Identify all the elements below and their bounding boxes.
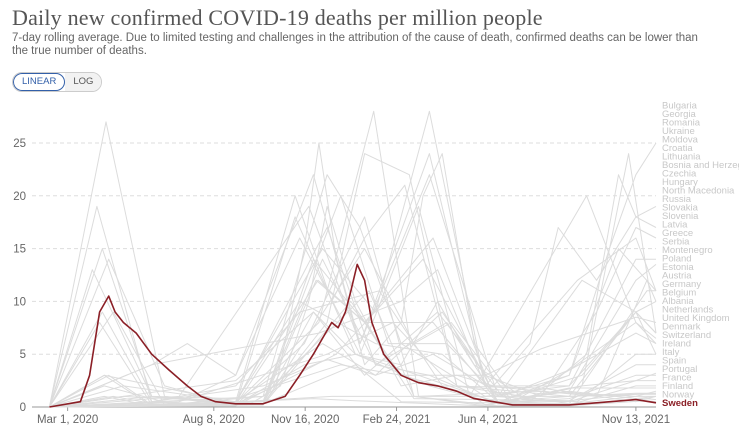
series-label-albania[interactable]: Albania bbox=[662, 296, 694, 307]
x-tick-label: Nov 13, 2021 bbox=[602, 414, 670, 426]
series-label-hungary[interactable]: Hungary bbox=[662, 177, 698, 188]
series-label-slovakia[interactable]: Slovakia bbox=[662, 203, 699, 214]
series-line-spain[interactable] bbox=[48, 205, 657, 408]
series-label-belgium[interactable]: Belgium bbox=[662, 288, 696, 299]
series-label-north-macedonia[interactable]: North Macedonia bbox=[662, 186, 735, 197]
series-label-czechia[interactable]: Czechia bbox=[662, 169, 697, 180]
series-label-moldova[interactable]: Moldova bbox=[662, 135, 699, 146]
series-line-albania[interactable] bbox=[49, 322, 656, 408]
series-label-france[interactable]: France bbox=[662, 373, 692, 384]
series-label-ireland[interactable]: Ireland bbox=[662, 339, 691, 350]
x-tick-label: Jun 4, 2021 bbox=[458, 414, 518, 426]
series-label-romania[interactable]: Romania bbox=[662, 118, 701, 129]
series-line-sweden[interactable] bbox=[49, 263, 657, 408]
y-tick-label: 20 bbox=[13, 191, 26, 203]
log-scale-button[interactable]: LOG bbox=[65, 73, 102, 91]
series-line-latvia[interactable] bbox=[49, 153, 657, 408]
series-labels: BulgariaGeorgiaRomaniaUkraineMoldovaCroa… bbox=[662, 101, 739, 410]
series-label-italy[interactable]: Italy bbox=[662, 347, 680, 358]
series-label-sweden[interactable]: Sweden bbox=[662, 398, 698, 409]
series-label-spain[interactable]: Spain bbox=[662, 356, 686, 367]
series-label-netherlands[interactable]: Netherlands bbox=[662, 305, 713, 316]
y-tick-label: 25 bbox=[13, 138, 26, 150]
chart-subtitle: 7-day rolling average. Due to limited te… bbox=[12, 32, 698, 57]
y-tick-label: 15 bbox=[13, 244, 26, 256]
series-label-bulgaria[interactable]: Bulgaria bbox=[662, 101, 698, 112]
series-label-finland[interactable]: Finland bbox=[662, 381, 693, 392]
series-line-austria[interactable] bbox=[49, 258, 656, 408]
highlighted-series bbox=[49, 263, 657, 408]
series-label-austria[interactable]: Austria bbox=[662, 271, 692, 282]
series-label-denmark[interactable]: Denmark bbox=[662, 322, 701, 333]
series-label-russia[interactable]: Russia bbox=[662, 194, 692, 205]
series-label-slovenia[interactable]: Slovenia bbox=[662, 211, 699, 222]
series-line-ireland[interactable] bbox=[48, 290, 656, 408]
series-label-ukraine[interactable]: Ukraine bbox=[662, 126, 695, 137]
series-label-montenegro[interactable]: Montenegro bbox=[662, 245, 713, 256]
series-line-denmark[interactable] bbox=[49, 364, 657, 408]
series-line-united-kingdom[interactable] bbox=[48, 216, 656, 408]
series-line-north-macedonia[interactable] bbox=[49, 174, 657, 408]
series-label-latvia[interactable]: Latvia bbox=[662, 220, 688, 231]
series-label-germany[interactable]: Germany bbox=[662, 279, 701, 290]
series-label-united-kingdom[interactable]: United Kingdom bbox=[662, 313, 730, 324]
series-line-france[interactable] bbox=[48, 248, 657, 408]
series-line-estonia[interactable] bbox=[49, 258, 657, 408]
series-line-germany[interactable] bbox=[49, 300, 657, 408]
series-label-greece[interactable]: Greece bbox=[662, 228, 693, 239]
series-line-norway[interactable] bbox=[49, 395, 657, 408]
series-label-georgia[interactable]: Georgia bbox=[662, 109, 697, 120]
y-axis: 0 5 10 15 20 25 bbox=[13, 138, 26, 414]
series-label-estonia[interactable]: Estonia bbox=[662, 262, 694, 273]
scale-toggle: LINEAR LOG bbox=[12, 72, 103, 92]
x-tick-label: Feb 24, 2021 bbox=[363, 414, 431, 426]
series-label-bosnia-and-herzegovina[interactable]: Bosnia and Herzegovina bbox=[662, 160, 739, 171]
linear-scale-button[interactable]: LINEAR bbox=[13, 73, 66, 91]
series-line-bosnia-and-herzegovina[interactable] bbox=[49, 153, 657, 408]
series-label-switzerland[interactable]: Switzerland bbox=[662, 330, 711, 341]
series-line-czechia[interactable] bbox=[49, 184, 656, 408]
series-label-serbia[interactable]: Serbia bbox=[662, 237, 690, 248]
background-series bbox=[48, 110, 657, 408]
series-label-norway[interactable]: Norway bbox=[662, 390, 694, 401]
series-line-serbia[interactable] bbox=[49, 332, 657, 408]
chart-title: Daily new confirmed COVID-19 deaths per … bbox=[12, 5, 543, 30]
series-line-montenegro[interactable] bbox=[49, 195, 657, 408]
series-line-poland[interactable] bbox=[49, 237, 656, 408]
series-line-belgium[interactable] bbox=[48, 121, 656, 408]
series-label-portugal[interactable]: Portugal bbox=[662, 364, 697, 375]
y-tick-label: 5 bbox=[20, 349, 26, 361]
y-tick-label: 10 bbox=[13, 296, 26, 308]
x-tick-label: Mar 1, 2020 bbox=[37, 414, 98, 426]
x-axis: Mar 1, 2020 Aug 8, 2020 Nov 16, 2020 Feb 24… bbox=[37, 407, 670, 426]
x-tick-label: Nov 16, 2020 bbox=[271, 414, 339, 426]
series-line-croatia[interactable] bbox=[49, 227, 657, 408]
y-tick-label: 0 bbox=[20, 402, 26, 414]
series-label-lithuania[interactable]: Lithuania bbox=[662, 152, 701, 163]
series-line-ukraine[interactable] bbox=[49, 227, 657, 408]
x-tick-label: Aug 8, 2020 bbox=[183, 414, 245, 426]
series-label-croatia[interactable]: Croatia bbox=[662, 143, 693, 154]
series-label-poland[interactable]: Poland bbox=[662, 254, 692, 265]
